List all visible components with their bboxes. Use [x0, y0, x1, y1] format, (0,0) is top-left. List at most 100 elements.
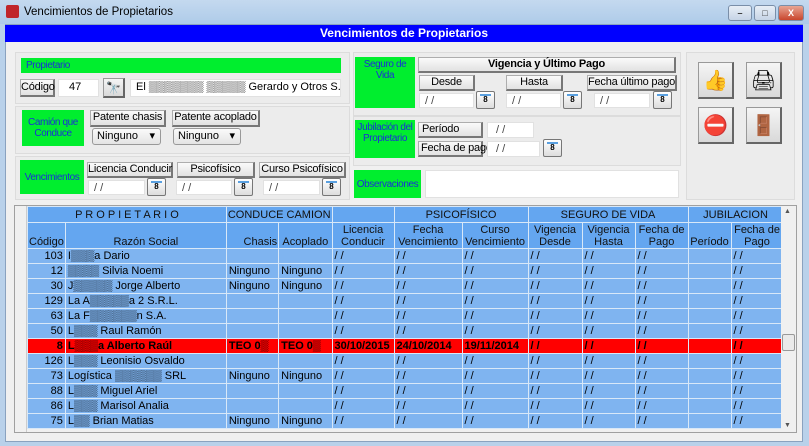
scroll-up-arrow-icon[interactable]: ▲ — [784, 208, 791, 215]
minimize-button[interactable]: – — [728, 5, 752, 21]
table-cell[interactable] — [687, 293, 732, 309]
table-row[interactable]: 129 La A▒▒▒▒▒a 2 S.R.L. / / / / / / / / / / / /… — [27, 293, 793, 309]
table-cell[interactable] — [225, 248, 280, 264]
table-cell[interactable]: L▒▒▒ Miguel Ariel — [64, 383, 227, 399]
table-cell[interactable]: / / — [634, 278, 689, 294]
table-cell[interactable]: / / — [461, 353, 529, 369]
table-cell[interactable]: / / — [461, 308, 529, 324]
column-header[interactable]: Licencia Conducir — [331, 222, 395, 249]
table-cell[interactable] — [687, 398, 732, 414]
table-cell[interactable]: / / — [393, 368, 463, 384]
table-cell[interactable]: / / — [393, 263, 463, 279]
table-cell[interactable]: / / — [581, 293, 636, 309]
table-cell[interactable]: / / — [393, 308, 463, 324]
grid-vertical-scrollbar[interactable]: ▲ ▼ — [781, 206, 796, 432]
table-cell[interactable]: / / — [730, 383, 784, 399]
table-cell[interactable]: / / — [331, 413, 395, 429]
table-cell[interactable] — [687, 413, 732, 429]
table-cell[interactable]: TEO 0▒ — [278, 338, 333, 354]
table-cell[interactable]: ▒▒▒▒ Silvia Noemi — [64, 263, 227, 279]
table-cell[interactable]: / / — [634, 368, 689, 384]
table-cell[interactable]: Ninguno — [278, 263, 333, 279]
cancel-button[interactable]: ⛔ — [698, 107, 734, 144]
table-cell[interactable]: / / — [331, 323, 395, 339]
table-cell[interactable]: / / — [581, 398, 636, 414]
table-cell[interactable]: / / — [634, 413, 689, 429]
table-cell[interactable]: / / — [393, 398, 463, 414]
patente-chasis-select[interactable]: Ninguno — [92, 128, 161, 145]
table-cell[interactable]: / / — [461, 398, 529, 414]
table-cell[interactable]: / / — [461, 263, 529, 279]
codigo-input[interactable]: 47 — [58, 79, 99, 97]
table-cell[interactable]: L▒▒▒ Marisol Analia — [64, 398, 227, 414]
desde-input[interactable]: / / — [419, 93, 474, 108]
table-cell[interactable]: / / — [461, 368, 529, 384]
table-cell[interactable] — [687, 263, 732, 279]
table-cell[interactable]: 8 — [27, 338, 66, 354]
table-cell[interactable]: J▒▒▒▒▒ Jorge Alberto — [64, 278, 227, 294]
column-header[interactable]: Curso Vencimiento — [461, 222, 529, 249]
table-row[interactable]: 30 J▒▒▒▒▒ Jorge Alberto Ninguno Ninguno / / /… — [27, 278, 793, 294]
table-cell[interactable]: / / — [527, 383, 583, 399]
table-cell[interactable] — [687, 308, 732, 324]
table-cell[interactable]: 24/10/2014 — [393, 338, 463, 354]
table-cell[interactable]: La A▒▒▒▒▒a 2 S.R.L. — [64, 293, 227, 309]
table-row[interactable]: 88 L▒▒▒ Miguel Ariel / / / / / / / / / / / / / / — [27, 383, 793, 399]
table-cell[interactable]: Ninguno — [225, 368, 280, 384]
table-cell[interactable]: I▒▒▒a Dario — [64, 248, 227, 264]
licencia-input[interactable]: / / — [88, 180, 145, 195]
table-cell[interactable]: / / — [730, 353, 784, 369]
table-cell[interactable]: / / — [730, 413, 784, 429]
table-cell[interactable]: / / — [730, 263, 784, 279]
column-header[interactable]: Razón Social — [64, 222, 227, 249]
table-row[interactable]: 126 L▒▒▒ Leonisio Osvaldo / / / / / / / / / / /… — [27, 353, 793, 369]
table-cell[interactable]: / / — [634, 263, 689, 279]
table-cell[interactable]: / / — [730, 398, 784, 414]
table-cell[interactable]: L▒▒▒a Alberto Raúl — [64, 338, 227, 354]
table-cell[interactable]: / / — [461, 293, 529, 309]
column-header[interactable]: Fecha Vencimiento — [393, 222, 463, 249]
accept-button[interactable]: 👍 — [698, 62, 734, 99]
table-cell[interactable]: 103 — [27, 248, 66, 264]
table-cell[interactable]: / / — [331, 383, 395, 399]
licencia-calendar-icon[interactable]: 8 — [147, 178, 166, 196]
razon-social-input[interactable]: El ▒▒▒▒▒▒▒ ▒▒▒▒▒ Gerardo y Otros S.H. — [130, 79, 341, 97]
fecha-ultimo-pago-button[interactable]: Fecha último pago — [587, 75, 677, 91]
table-cell[interactable] — [225, 398, 280, 414]
table-cell[interactable]: / / — [461, 383, 529, 399]
column-header[interactable]: Acoplado — [278, 222, 333, 249]
column-header[interactable]: Fecha de Pago — [730, 222, 784, 249]
table-cell[interactable]: / / — [581, 308, 636, 324]
psicofisico-button[interactable]: Psicofísico — [177, 162, 255, 178]
table-cell[interactable]: / / — [581, 278, 636, 294]
scrollbar-thumb[interactable] — [782, 334, 795, 351]
curso-calendar-icon[interactable]: 8 — [322, 178, 341, 196]
maximize-button[interactable]: □ — [754, 5, 776, 21]
table-cell[interactable]: / / — [730, 338, 784, 354]
table-cell[interactable]: La F▒▒▒▒▒▒n S.A. — [64, 308, 227, 324]
table-cell[interactable]: L▒▒▒ Leonisio Osvaldo — [64, 353, 227, 369]
table-cell[interactable] — [278, 293, 333, 309]
table-cell[interactable]: / / — [461, 413, 529, 429]
table-cell[interactable]: / / — [634, 398, 689, 414]
table-cell[interactable]: / / — [634, 293, 689, 309]
table-cell[interactable]: 86 — [27, 398, 66, 414]
desde-button[interactable]: Desde — [419, 75, 475, 91]
table-cell[interactable]: / / — [581, 323, 636, 339]
table-cell[interactable] — [278, 398, 333, 414]
table-cell[interactable]: 19/11/2014 — [461, 338, 529, 354]
table-cell[interactable]: 126 — [27, 353, 66, 369]
table-cell[interactable] — [278, 383, 333, 399]
table-cell[interactable]: 75 — [27, 413, 66, 429]
table-cell[interactable] — [687, 248, 732, 264]
table-cell[interactable] — [278, 353, 333, 369]
table-cell[interactable]: / / — [461, 323, 529, 339]
table-cell[interactable]: 73 — [27, 368, 66, 384]
table-cell[interactable]: 30 — [27, 278, 66, 294]
table-cell[interactable]: / / — [527, 353, 583, 369]
table-cell[interactable]: / / — [527, 263, 583, 279]
table-row[interactable]: 103 I▒▒▒a Dario / / / / / / / / / / / / / / — [27, 248, 793, 264]
column-header[interactable]: Chasis — [225, 222, 280, 249]
table-cell[interactable]: Ninguno — [278, 368, 333, 384]
table-cell[interactable]: 63 — [27, 308, 66, 324]
